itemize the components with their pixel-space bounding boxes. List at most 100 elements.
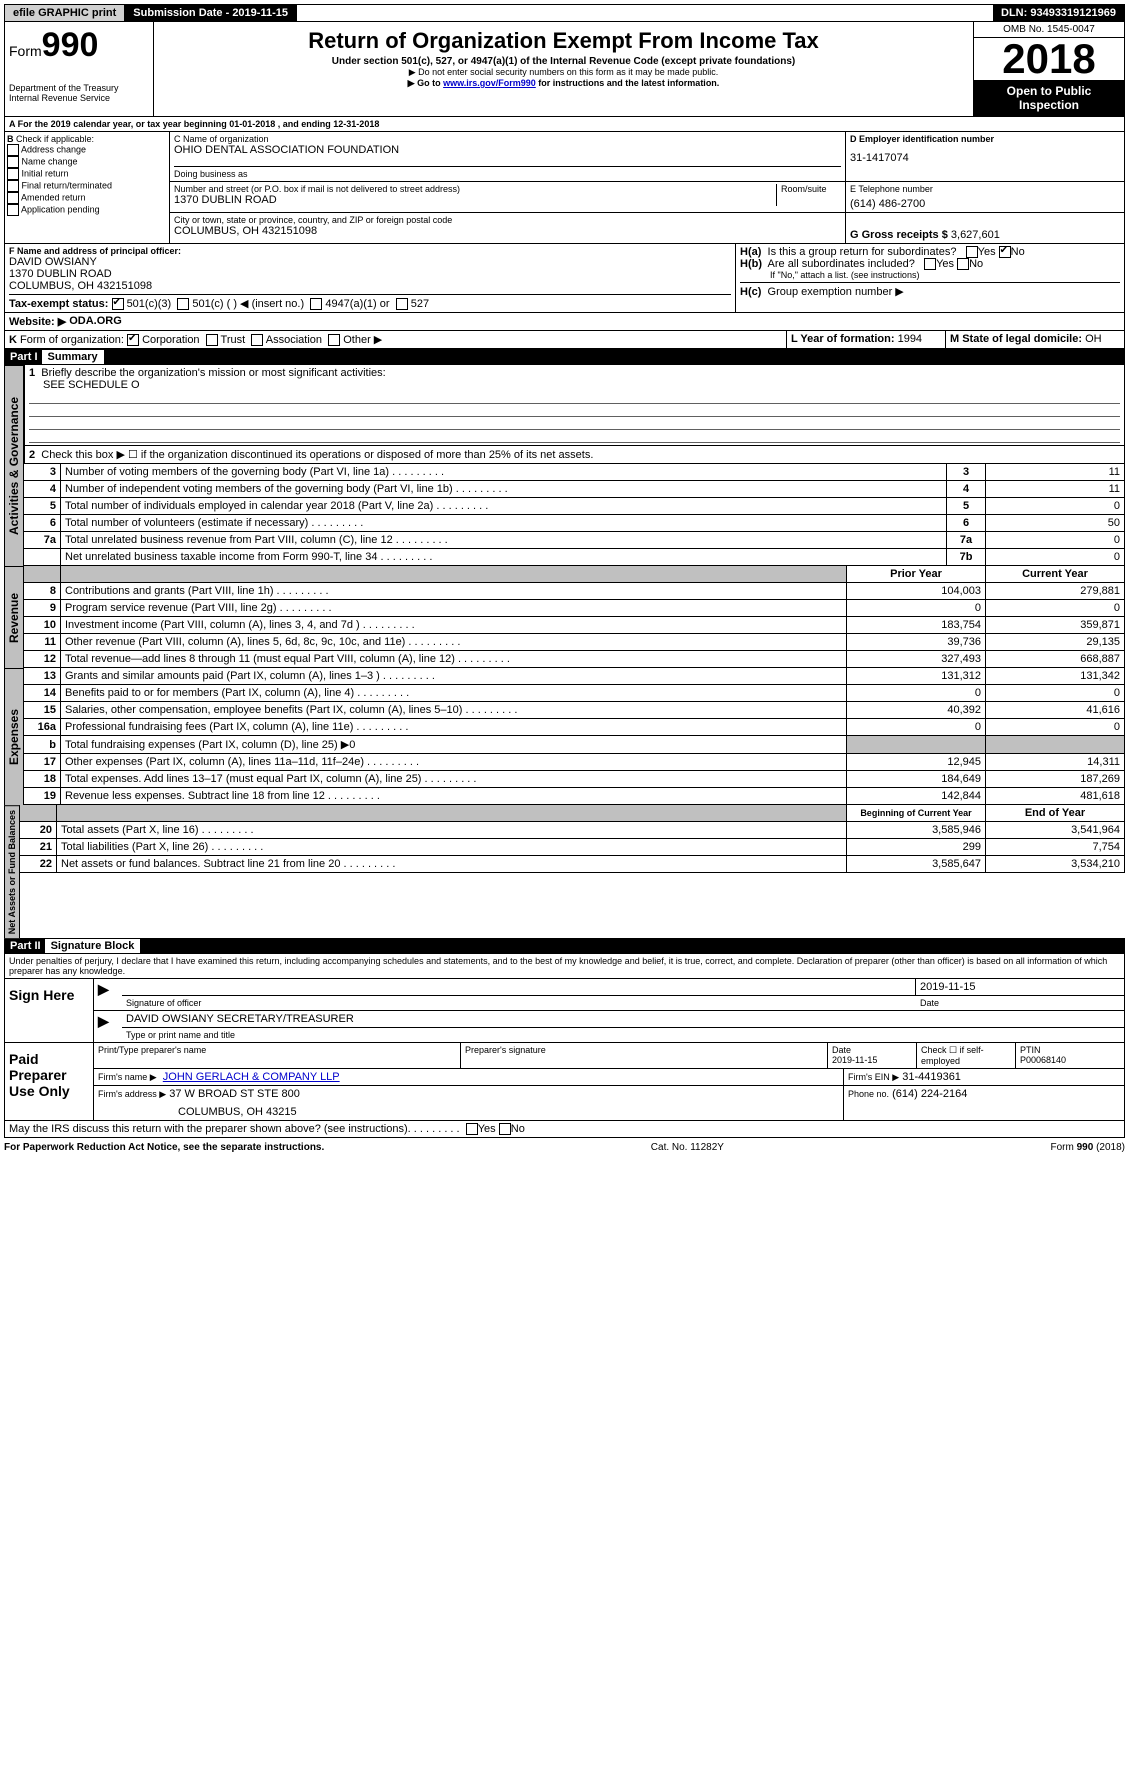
address-change-checkbox[interactable] — [7, 144, 19, 156]
city-label: City or town, state or province, country… — [174, 215, 841, 225]
paid-preparer-label: Paid Preparer Use Only — [5, 1043, 93, 1120]
firm-phone: (614) 224-2164 — [892, 1088, 967, 1100]
officer-addr1: 1370 DUBLIN ROAD — [9, 268, 731, 280]
year-formation: 1994 — [898, 333, 922, 345]
room-suite-label: Room/suite — [776, 184, 841, 206]
prep-date: 2019-11-15 — [832, 1055, 912, 1065]
vert-net-assets: Net Assets or Fund Balances — [4, 805, 20, 938]
vert-governance: Activities & Governance — [4, 365, 24, 566]
sig-date: 2019-11-15 — [915, 979, 1124, 995]
firm-addr2: COLUMBUS, OH 43215 — [98, 1106, 839, 1118]
street-address: 1370 DUBLIN ROAD — [174, 194, 776, 206]
part1-body: Activities & Governance 1 Briefly descri… — [4, 365, 1125, 566]
ptin-value: P00068140 — [1020, 1055, 1120, 1065]
paid-preparer-block: Paid Preparer Use Only Print/Type prepar… — [4, 1043, 1125, 1121]
addr-label: Number and street (or P.O. box if mail i… — [174, 184, 776, 194]
part1-header: Part ISummary — [4, 349, 1125, 365]
vert-revenue: Revenue — [4, 566, 24, 668]
discuss-yes-checkbox[interactable] — [466, 1123, 478, 1135]
amended-return-checkbox[interactable] — [7, 192, 19, 204]
subtitle-3: ▶ Go to www.irs.gov/Form990 for instruct… — [158, 78, 969, 89]
name-label: C Name of organization — [174, 134, 841, 144]
hb-no-checkbox[interactable] — [957, 258, 969, 270]
form-title: Return of Organization Exempt From Incom… — [158, 28, 969, 54]
assoc-checkbox[interactable] — [251, 334, 263, 346]
gross-receipts-value: 3,627,601 — [951, 229, 1000, 241]
section-fh: F Name and address of principal officer:… — [4, 244, 1125, 313]
hb-label: Are all subordinates included? — [768, 258, 915, 270]
sign-here-label: Sign Here — [5, 979, 93, 1042]
dln-label: DLN: 93493319121969 — [993, 5, 1124, 21]
top-bar: efile GRAPHIC print Submission Date - 20… — [4, 4, 1125, 22]
sign-here-block: Sign Here ▶ 2019-11-15 Signature of offi… — [4, 979, 1125, 1043]
discuss-no-checkbox[interactable] — [499, 1123, 511, 1135]
section-bcd: B Check if applicable: Address change Na… — [4, 132, 1125, 244]
expenses-section: Expenses 13Grants and similar amounts pa… — [4, 668, 1125, 805]
vert-expenses: Expenses — [4, 668, 24, 805]
officer-label: F Name and address of principal officer: — [9, 246, 731, 256]
prep-sig-label: Preparer's signature — [461, 1043, 828, 1068]
governance-table: 3Number of voting members of the governi… — [24, 464, 1125, 566]
q1-value: SEE SCHEDULE O — [29, 379, 1120, 391]
spacer — [297, 5, 313, 21]
firm-name-link[interactable]: JOHN GERLACH & COMPANY LLP — [163, 1071, 340, 1083]
subtitle-2: ▶ Do not enter social security numbers o… — [158, 67, 969, 78]
efile-button[interactable]: efile GRAPHIC print — [5, 5, 125, 21]
section-b: B Check if applicable: Address change Na… — [5, 132, 170, 243]
501c-checkbox[interactable] — [177, 298, 189, 310]
4947-checkbox[interactable] — [310, 298, 322, 310]
net-assets-table: Beginning of Current YearEnd of Year20To… — [20, 805, 1125, 873]
sig-date-label: Date — [916, 996, 1124, 1010]
corp-checkbox[interactable] — [127, 334, 139, 346]
q2-text: Check this box ▶ ☐ if the organization d… — [41, 449, 593, 461]
open-to-public: Open to Public Inspection — [974, 80, 1124, 116]
phone-value: (614) 486-2700 — [850, 198, 1120, 210]
final-return-checkbox[interactable] — [7, 180, 19, 192]
ein-label: D Employer identification number — [850, 134, 1120, 144]
self-employed-check[interactable]: Check ☐ if self-employed — [917, 1043, 1016, 1068]
ha-no-checkbox[interactable] — [999, 246, 1011, 258]
hb-yes-checkbox[interactable] — [924, 258, 936, 270]
name-change-checkbox[interactable] — [7, 156, 19, 168]
dept-treasury: Department of the Treasury — [9, 83, 149, 93]
501c3-checkbox[interactable] — [112, 298, 124, 310]
form-header: Form990 Department of the Treasury Inter… — [4, 22, 1125, 117]
irs-link[interactable]: www.irs.gov/Form990 — [443, 78, 536, 88]
initial-return-checkbox[interactable] — [7, 168, 19, 180]
officer-typed-name: DAVID OWSIANY SECRETARY/TREASURER — [122, 1011, 1124, 1028]
ha-yes-checkbox[interactable] — [966, 246, 978, 258]
revenue-section: Revenue Prior YearCurrent Year8Contribut… — [4, 566, 1125, 668]
type-name-label: Type or print name and title — [122, 1028, 1124, 1042]
net-assets-section: Net Assets or Fund Balances Beginning of… — [4, 805, 1125, 938]
revenue-table: Prior YearCurrent Year8Contributions and… — [24, 566, 1125, 668]
ha-label: Is this a group return for subordinates? — [768, 246, 957, 258]
org-name: OHIO DENTAL ASSOCIATION FOUNDATION — [174, 144, 841, 156]
other-checkbox[interactable] — [328, 334, 340, 346]
dba-label: Doing business as — [174, 166, 841, 179]
firm-ein: 31-4419361 — [902, 1071, 961, 1083]
irs-label: Internal Revenue Service — [9, 93, 149, 103]
form-number: Form990 — [9, 26, 149, 65]
line-j: Website: ▶ ODA.ORG — [4, 313, 1125, 331]
q1-label: Briefly describe the organization's miss… — [41, 367, 385, 379]
line-klm: K Form of organization: Corporation Trus… — [4, 331, 1125, 349]
part2-header: Part IISignature Block — [4, 938, 1125, 954]
officer-name: DAVID OWSIANY — [9, 256, 731, 268]
527-checkbox[interactable] — [396, 298, 408, 310]
hc-label: Group exemption number ▶ — [768, 286, 904, 298]
footer-left: For Paperwork Reduction Act Notice, see … — [4, 1142, 324, 1153]
submission-date-button[interactable]: Submission Date - 2019-11-15 — [125, 5, 297, 21]
sig-officer-label: Signature of officer — [122, 996, 916, 1010]
ein-value: 31-1417074 — [850, 152, 1120, 164]
gross-receipts-label: G Gross receipts $ — [850, 229, 948, 241]
city-value: COLUMBUS, OH 432151098 — [174, 225, 841, 237]
expenses-table: 13Grants and similar amounts paid (Part … — [24, 668, 1125, 805]
footer-mid: Cat. No. 11282Y — [651, 1142, 724, 1153]
state-domicile: OH — [1085, 333, 1102, 345]
application-pending-checkbox[interactable] — [7, 204, 19, 216]
tax-exempt-label: Tax-exempt status: — [9, 298, 108, 310]
website-value: ODA.ORG — [69, 315, 122, 328]
prep-name-label: Print/Type preparer's name — [94, 1043, 461, 1068]
trust-checkbox[interactable] — [206, 334, 218, 346]
line-a: A For the 2019 calendar year, or tax yea… — [4, 117, 1125, 132]
